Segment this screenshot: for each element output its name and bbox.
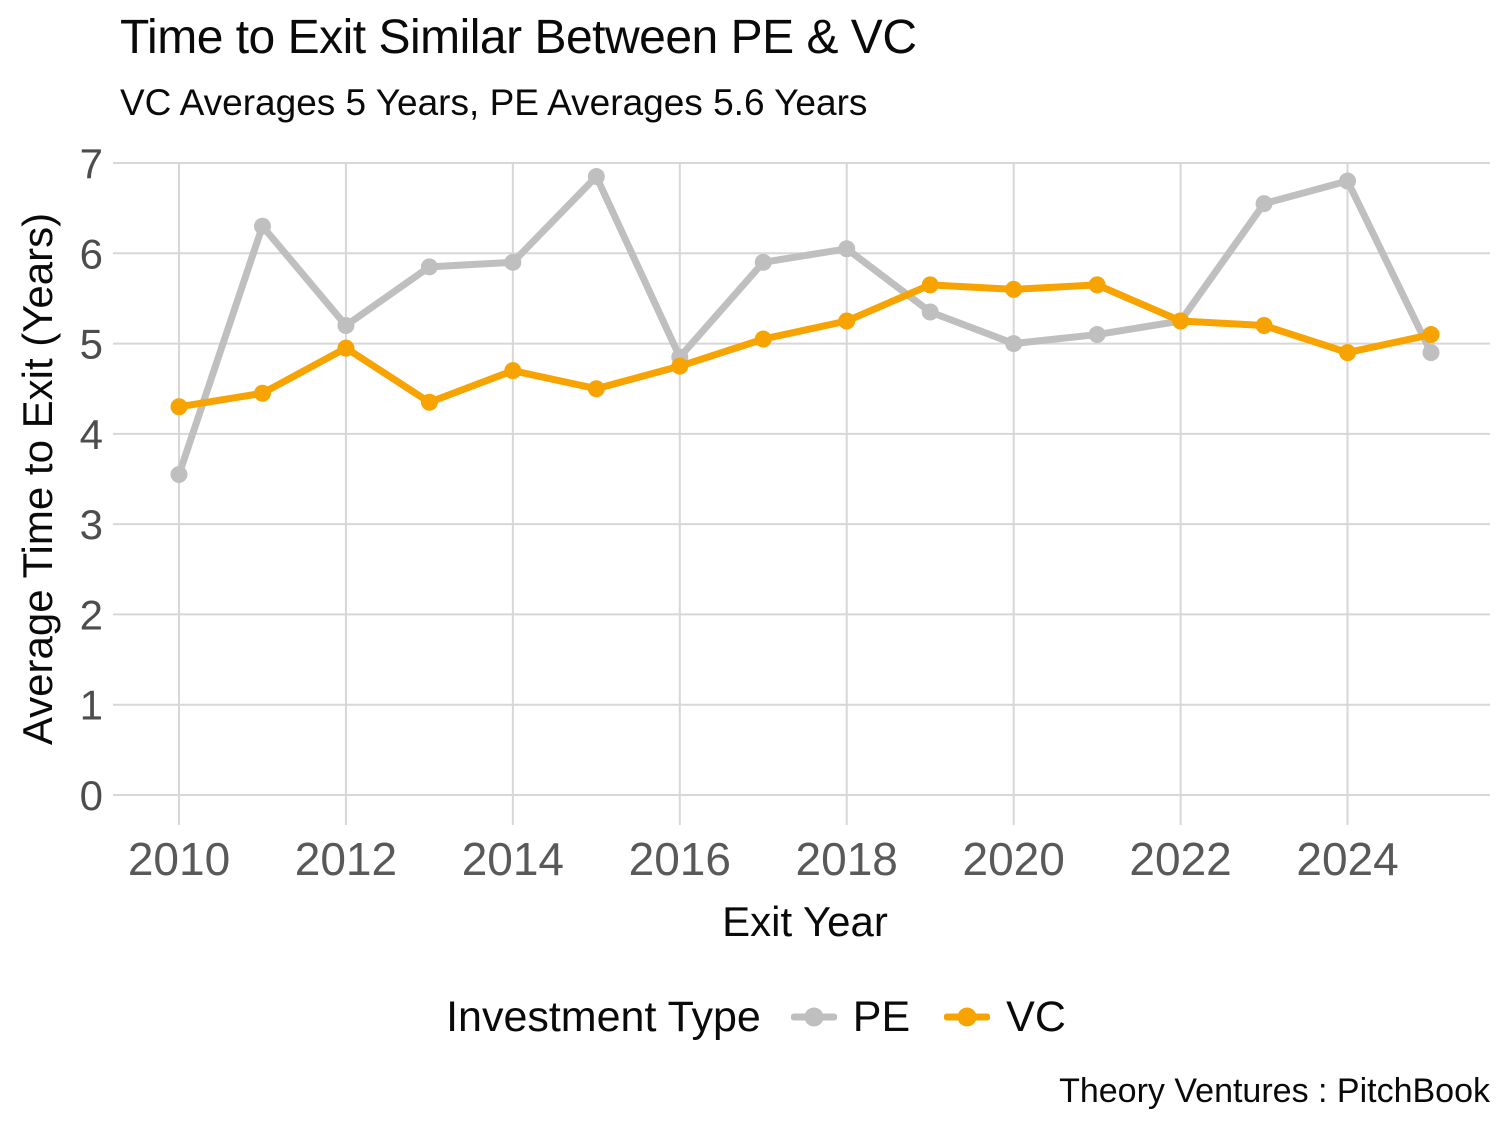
- x-tick-label: 2016: [629, 833, 731, 885]
- y-tick-label: 5: [80, 321, 103, 368]
- y-tick-label: 3: [80, 501, 103, 548]
- pe-point: [170, 465, 188, 483]
- legend-label-vc: VC: [1006, 992, 1066, 1041]
- legend-items: PE VC: [790, 992, 1066, 1042]
- pe-point: [921, 303, 939, 321]
- chart-title: Time to Exit Similar Between PE & VC: [120, 11, 917, 64]
- pe-line: [175, 173, 1435, 478]
- pe-point: [1088, 326, 1106, 344]
- vc-point: [921, 276, 939, 294]
- x-tick-label: 2020: [962, 833, 1064, 885]
- pe-point: [754, 253, 772, 271]
- y-tick-label: 2: [80, 591, 103, 638]
- y-axis-title: Average Time to Exit (Years): [14, 212, 61, 746]
- pe-point: [1339, 172, 1357, 190]
- y-tick-label: 4: [80, 411, 103, 458]
- vc-point: [1422, 326, 1440, 344]
- legend: Investment Type PE VC: [0, 985, 1512, 1049]
- vc-point: [504, 362, 522, 380]
- legend-item-pe: PE: [790, 992, 911, 1042]
- legend-label-pe: PE: [852, 992, 911, 1041]
- vc-line: [175, 281, 1435, 411]
- pe-point: [1005, 335, 1023, 353]
- y-tick-label: 6: [80, 230, 103, 277]
- x-tick-label: 2022: [1129, 833, 1231, 885]
- legend-title: Investment Type: [446, 992, 761, 1041]
- pe-series-marker: [790, 1007, 837, 1027]
- pe-point: [337, 317, 355, 335]
- vc-point: [838, 312, 856, 330]
- vc-point: [170, 398, 188, 416]
- pe-point: [253, 217, 271, 235]
- pe-point: [587, 168, 605, 186]
- vc-point: [671, 357, 689, 375]
- vc-point: [1339, 344, 1357, 362]
- vc-point: [1255, 317, 1273, 335]
- y-tick-label: 0: [80, 772, 103, 819]
- source-credit: Theory Ventures : PitchBook: [1059, 1072, 1490, 1110]
- x-tick-label: 2012: [295, 833, 397, 885]
- chart-subtitle: VC Averages 5 Years, PE Averages 5.6 Yea…: [120, 82, 868, 123]
- pe-point: [1255, 195, 1273, 213]
- x-tick-label: 2024: [1296, 833, 1398, 885]
- x-axis-title: Exit Year: [722, 898, 888, 945]
- vc-point: [253, 384, 271, 402]
- vc-series-marker: [944, 1007, 991, 1027]
- vc-point: [1172, 312, 1190, 330]
- pe-point: [504, 253, 522, 271]
- x-tick-label: 2010: [128, 833, 230, 885]
- pe-point: [420, 258, 438, 276]
- pe-point: [1422, 344, 1440, 362]
- vc-point: [754, 330, 772, 348]
- vc-point: [1088, 276, 1106, 294]
- vc-point: [420, 393, 438, 411]
- y-tick-label: 1: [80, 682, 103, 729]
- y-tick-label: 7: [80, 140, 103, 187]
- legend-item-vc: VC: [944, 993, 1066, 1042]
- x-tick-label: 2014: [462, 833, 564, 885]
- vc-point: [1005, 280, 1023, 298]
- vc-point: [337, 339, 355, 357]
- vc-point: [587, 380, 605, 398]
- x-tick-label: 2018: [796, 833, 898, 885]
- pe-point: [838, 240, 856, 258]
